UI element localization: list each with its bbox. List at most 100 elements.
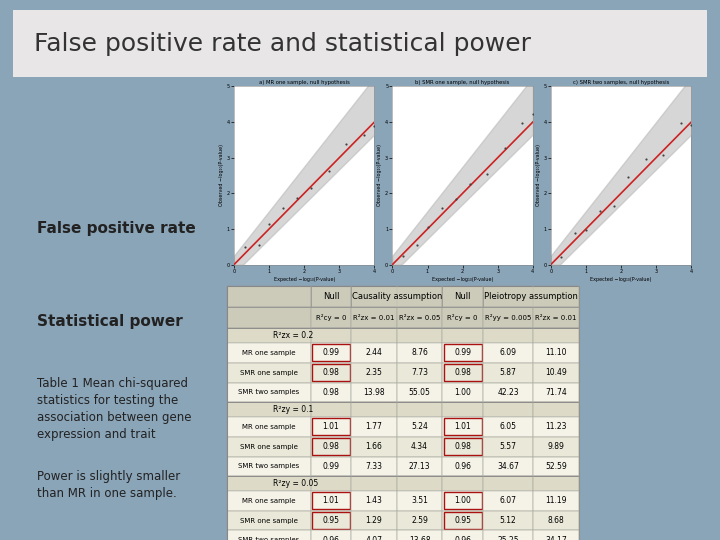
Text: 42.23: 42.23 bbox=[498, 388, 519, 397]
Bar bbox=[351, 530, 397, 540]
Text: R²zx = 0.01: R²zx = 0.01 bbox=[535, 315, 577, 321]
Text: 5.57: 5.57 bbox=[500, 442, 516, 451]
Text: 0.95: 0.95 bbox=[323, 516, 339, 525]
Text: 0.98: 0.98 bbox=[454, 368, 471, 377]
Bar bbox=[227, 530, 310, 540]
Bar bbox=[444, 364, 482, 381]
Point bbox=[369, 122, 380, 130]
Bar bbox=[310, 362, 351, 382]
Bar bbox=[442, 328, 483, 342]
Point bbox=[640, 155, 652, 164]
Text: 4.34: 4.34 bbox=[411, 442, 428, 451]
Bar bbox=[310, 436, 351, 456]
Bar bbox=[534, 402, 579, 416]
Bar bbox=[444, 418, 482, 435]
Bar bbox=[351, 286, 442, 307]
Bar bbox=[483, 456, 534, 476]
Bar bbox=[310, 402, 351, 416]
Bar bbox=[351, 342, 397, 362]
Bar bbox=[227, 510, 310, 530]
Text: Null: Null bbox=[323, 292, 339, 301]
Bar bbox=[397, 510, 442, 530]
Point bbox=[482, 169, 493, 178]
Point bbox=[358, 131, 369, 140]
Text: 55.05: 55.05 bbox=[408, 388, 431, 397]
Point bbox=[657, 151, 669, 160]
Text: MR one sample: MR one sample bbox=[242, 349, 295, 355]
Bar bbox=[312, 418, 350, 435]
Bar bbox=[351, 362, 397, 382]
Bar bbox=[351, 416, 397, 436]
Text: False positive rate: False positive rate bbox=[37, 220, 196, 235]
Text: 10.49: 10.49 bbox=[545, 368, 567, 377]
Text: 1.01: 1.01 bbox=[454, 422, 471, 431]
Bar bbox=[351, 307, 397, 328]
Text: R²zy = 0.05: R²zy = 0.05 bbox=[274, 479, 319, 488]
Bar bbox=[227, 490, 310, 510]
Bar bbox=[312, 345, 350, 361]
Text: Causality assumption: Causality assumption bbox=[351, 292, 442, 301]
Bar bbox=[534, 382, 579, 402]
Bar bbox=[397, 436, 442, 456]
Text: 0.98: 0.98 bbox=[323, 442, 339, 451]
Bar bbox=[397, 476, 442, 490]
Text: SMR two samples: SMR two samples bbox=[238, 389, 300, 395]
Point bbox=[516, 119, 528, 127]
Bar bbox=[442, 342, 483, 362]
Bar bbox=[483, 490, 534, 510]
Bar bbox=[397, 307, 442, 328]
Bar bbox=[310, 307, 351, 328]
Point bbox=[499, 144, 510, 152]
Bar bbox=[351, 490, 397, 510]
Text: 27.13: 27.13 bbox=[409, 462, 431, 471]
Bar bbox=[227, 382, 310, 402]
Text: 3.51: 3.51 bbox=[411, 496, 428, 505]
Text: R²cy = 0: R²cy = 0 bbox=[447, 314, 478, 321]
Bar bbox=[442, 436, 483, 456]
Bar bbox=[312, 492, 350, 509]
Text: 8.76: 8.76 bbox=[411, 348, 428, 357]
Bar bbox=[312, 438, 350, 455]
Bar bbox=[351, 456, 397, 476]
Text: 1.00: 1.00 bbox=[454, 496, 471, 505]
Point bbox=[594, 207, 606, 216]
Bar bbox=[534, 530, 579, 540]
Bar bbox=[444, 438, 482, 455]
Text: 0.98: 0.98 bbox=[454, 442, 471, 451]
Text: 2.59: 2.59 bbox=[411, 516, 428, 525]
Bar bbox=[442, 510, 483, 530]
Bar bbox=[351, 328, 397, 342]
Text: SMR one sample: SMR one sample bbox=[240, 443, 297, 449]
Bar bbox=[442, 530, 483, 540]
Bar bbox=[442, 476, 483, 490]
Y-axis label: Observed −log₁₀(P-value): Observed −log₁₀(P-value) bbox=[377, 145, 382, 206]
Text: R²zx = 0.01: R²zx = 0.01 bbox=[354, 315, 395, 321]
Y-axis label: Observed −log₁₀(P-value): Observed −log₁₀(P-value) bbox=[536, 145, 541, 206]
Point bbox=[556, 253, 567, 261]
Text: Null: Null bbox=[454, 292, 471, 301]
Text: 13.98: 13.98 bbox=[363, 388, 385, 397]
Bar bbox=[310, 328, 351, 342]
Bar bbox=[310, 382, 351, 402]
Point bbox=[239, 242, 251, 251]
Text: SMR two samples: SMR two samples bbox=[238, 537, 300, 540]
Bar bbox=[534, 328, 579, 342]
Text: SMR two samples: SMR two samples bbox=[238, 463, 300, 469]
Text: 11.23: 11.23 bbox=[545, 422, 567, 431]
Bar bbox=[351, 402, 397, 416]
Bar bbox=[227, 328, 579, 342]
Bar bbox=[397, 402, 442, 416]
Point bbox=[675, 118, 686, 127]
Text: 1.01: 1.01 bbox=[323, 496, 339, 505]
Point bbox=[411, 240, 423, 249]
Text: 0.99: 0.99 bbox=[454, 348, 471, 357]
Text: R²zx = 0.2: R²zx = 0.2 bbox=[274, 331, 314, 340]
Bar bbox=[227, 362, 310, 382]
Text: Statistical power: Statistical power bbox=[37, 314, 183, 329]
Bar bbox=[310, 530, 351, 540]
Text: 52.59: 52.59 bbox=[545, 462, 567, 471]
Text: 7.73: 7.73 bbox=[411, 368, 428, 377]
Text: 2.35: 2.35 bbox=[366, 368, 382, 377]
Text: 0.95: 0.95 bbox=[454, 516, 471, 525]
Text: R²zx = 0.05: R²zx = 0.05 bbox=[399, 315, 440, 321]
